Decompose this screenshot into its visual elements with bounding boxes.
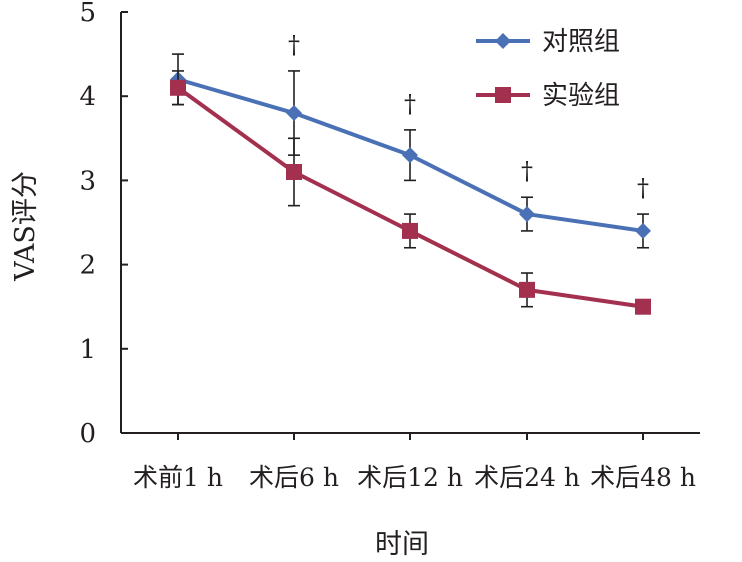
data-point-square <box>170 79 186 96</box>
y-tick-label: 1 <box>79 335 96 365</box>
data-point-diamond <box>519 206 535 223</box>
data-point-square <box>519 281 535 298</box>
legend-label: 对照组 <box>542 27 620 57</box>
data-point-square <box>402 222 418 239</box>
series-layer <box>170 53 651 315</box>
x-axis-title: 时间 <box>375 529 429 560</box>
series-line <box>176 86 644 309</box>
y-tick-label: 2 <box>79 251 96 281</box>
y-axis-title: VAS评分 <box>10 171 41 282</box>
x-tick-label: 术后6 h <box>249 463 339 492</box>
x-tick-label: 术后24 h <box>474 463 580 492</box>
x-tick-label: 术前1 h <box>133 463 223 492</box>
data-point-square <box>286 163 302 180</box>
legend-marker-diamond <box>495 33 511 49</box>
data-point-square <box>635 298 651 315</box>
x-ticks: 术前1 h 术后6 h 术后12 h 术后24 h 术后48 h <box>133 433 696 492</box>
series-2 <box>170 70 651 315</box>
y-ticks: 0 1 2 3 4 5 <box>79 0 128 449</box>
significance-marks: † † † † <box>288 31 649 202</box>
data-point-diamond <box>635 222 651 239</box>
y-tick-label: 0 <box>79 419 96 449</box>
significance-dagger: † <box>404 90 416 118</box>
y-tick-label: 5 <box>79 0 96 28</box>
axes: 0 1 2 3 4 5 术前1 h 术后6 h 术后12 h 术后24 h 术后48 h <box>79 0 700 492</box>
significance-dagger: † <box>637 174 649 202</box>
data-point-diamond <box>402 147 418 164</box>
y-tick-label: 3 <box>79 166 96 196</box>
significance-dagger: † <box>288 31 300 59</box>
series-1 <box>170 53 651 249</box>
data-point-diamond <box>286 105 302 122</box>
legend-marker-square <box>495 87 511 103</box>
legend-label: 实验组 <box>542 81 620 111</box>
legend-item-2: 实验组 <box>476 81 620 111</box>
x-tick-label: 术后12 h <box>357 463 463 492</box>
legend-item-1: 对照组 <box>476 27 620 57</box>
x-tick-label: 术后48 h <box>590 463 696 492</box>
significance-dagger: † <box>521 157 533 185</box>
y-tick-label: 4 <box>79 82 96 112</box>
